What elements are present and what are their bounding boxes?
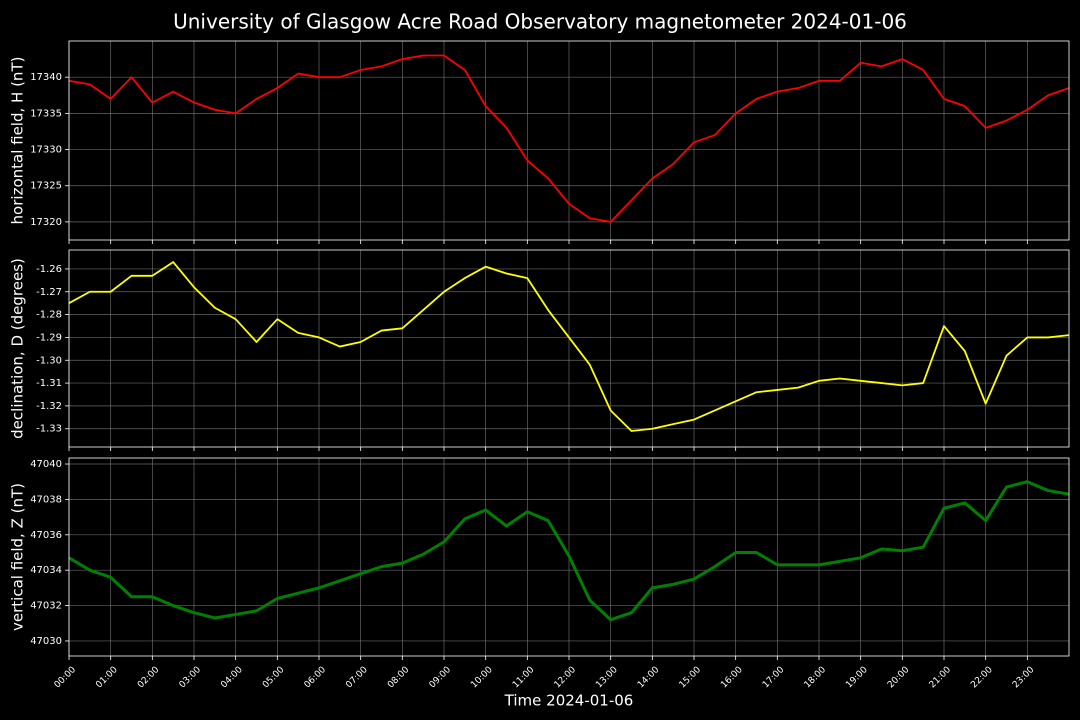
y-axis-label: declination, D (degrees) (9, 258, 27, 439)
y-tick-label: 17340 (30, 72, 62, 83)
y-tick-label: -1.26 (36, 264, 62, 275)
y-tick-label: 47038 (30, 494, 62, 505)
plot-area (69, 261, 1069, 432)
y-tick-label: 47032 (30, 601, 62, 612)
y-tick-label: -1.29 (36, 332, 62, 343)
y-tick-label: -1.27 (36, 287, 62, 298)
data-line (69, 54, 1069, 223)
y-tick-label: 47036 (30, 530, 62, 541)
y-tick-label: -1.28 (36, 310, 62, 321)
figure-title: University of Glasgow Acre Road Observat… (173, 10, 907, 34)
y-tick-label: 47030 (30, 636, 62, 647)
axes-frame (68, 249, 1070, 448)
y-tick-label: -1.30 (36, 355, 62, 366)
plot-area (69, 54, 1069, 223)
y-tick-label: 47040 (30, 459, 62, 470)
y-tick-label: -1.32 (36, 401, 62, 412)
panel: -1.26 -1.27 -1.28 -1.29 -1.30 -1.31 -1.32 -1.33… (9, 249, 1070, 451)
y-tick-label: 17330 (30, 145, 62, 156)
x-axis-label: Time 2024-01-06 (504, 692, 634, 710)
data-line (69, 261, 1069, 432)
y-tick-label: -1.31 (36, 378, 62, 389)
y-axis-label: vertical field, Z (nT) (9, 483, 27, 631)
data-line (69, 480, 1069, 622)
y-tick-label: 17320 (30, 217, 62, 228)
y-tick-label: 17335 (30, 108, 62, 119)
plot-area (69, 480, 1069, 622)
axes-frame (68, 40, 1070, 241)
y-axis-label: horizontal field, H (nT) (9, 57, 27, 225)
y-tick-label: 47034 (30, 565, 62, 576)
y-tick-label: 17325 (30, 181, 62, 192)
axes-frame (68, 457, 1070, 657)
y-tick-label: -1.33 (36, 424, 62, 435)
